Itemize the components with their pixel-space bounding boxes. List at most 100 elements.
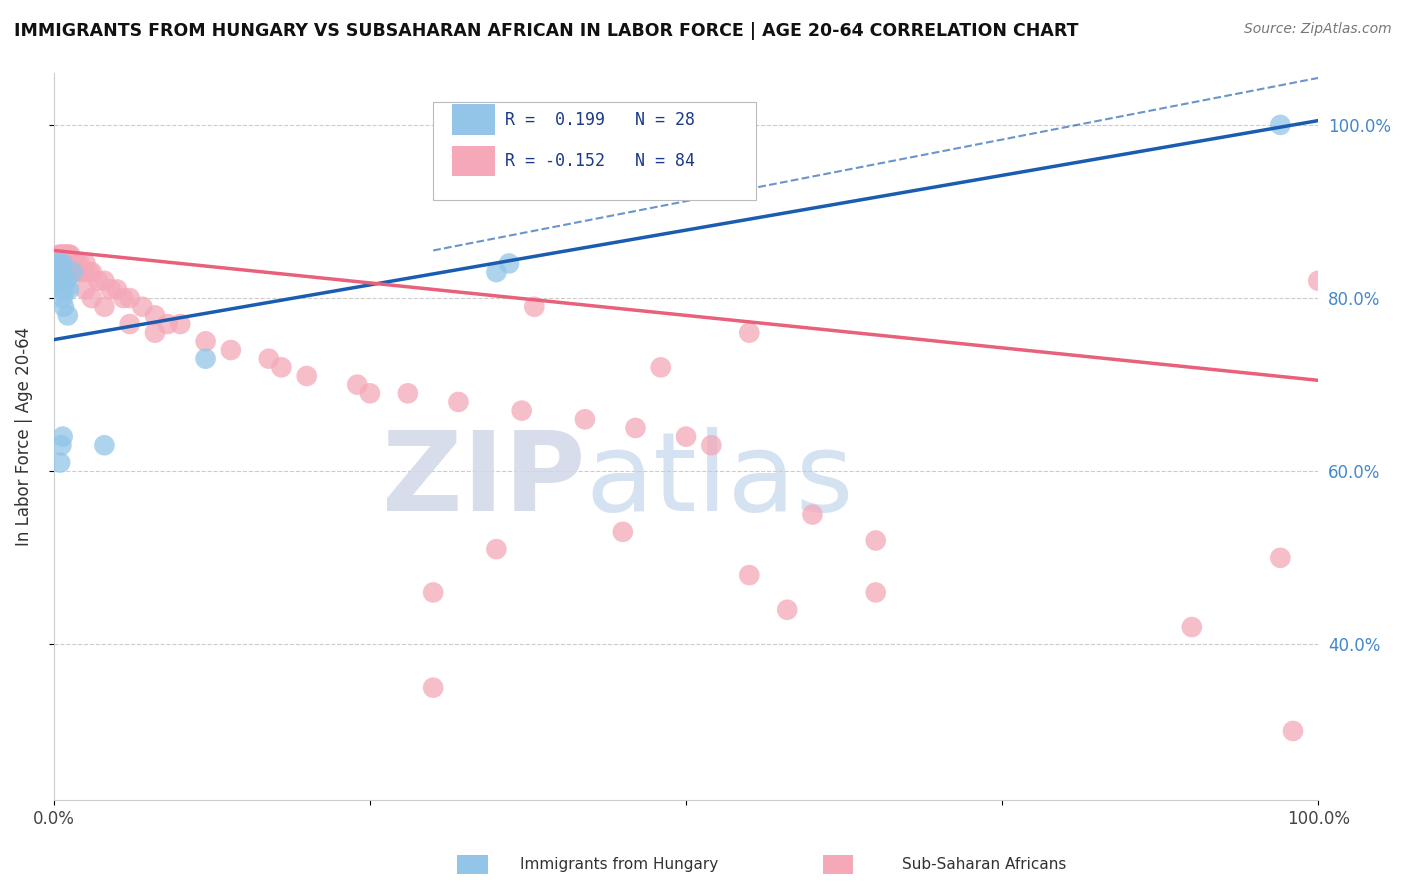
Point [49,265,72,279]
Point [257,351,280,366]
Point [52,248,75,262]
Point [112,291,135,305]
Point [93,300,115,314]
Point [169,317,191,331]
Point [118,317,141,331]
Point [59,248,82,262]
Text: atlas: atlas [585,426,853,533]
Y-axis label: In Labor Force | Age 20-64: In Labor Force | Age 20-64 [15,327,32,546]
Point [118,291,141,305]
FancyBboxPatch shape [433,102,755,200]
Point [52,256,75,270]
Point [219,343,242,357]
Point [624,421,647,435]
Text: IMMIGRANTS FROM HUNGARY VS SUBSAHARAN AFRICAN IN LABOR FORCE | AGE 20-64 CORRELA: IMMIGRANTS FROM HUNGARY VS SUBSAHARAN AF… [14,22,1078,40]
Point [865,533,887,548]
Point [1270,118,1292,132]
Point [80,265,103,279]
Point [52,256,75,270]
Point [51,438,73,452]
Point [52,256,75,270]
Point [46,256,69,270]
Point [62,265,84,279]
Point [93,438,115,452]
Point [70,265,93,279]
Point [51,265,73,279]
Point [53,248,76,262]
FancyBboxPatch shape [453,104,495,135]
Point [75,256,97,270]
Point [574,412,596,426]
Point [55,274,77,288]
Point [66,265,89,279]
Point [58,256,80,270]
Bar [823,855,853,874]
Point [194,334,217,349]
Point [143,309,166,323]
Text: R =  0.199   N = 28: R = 0.199 N = 28 [505,111,695,128]
Point [675,429,697,443]
Point [67,256,90,270]
Point [49,248,72,262]
Point [58,248,80,262]
Point [48,274,70,288]
Text: Immigrants from Hungary: Immigrants from Hungary [519,857,718,872]
Point [523,300,546,314]
Point [143,326,166,340]
Point [422,681,444,695]
Point [53,282,76,296]
Point [52,300,75,314]
Text: Source: ZipAtlas.com: Source: ZipAtlas.com [1244,22,1392,37]
Point [738,326,761,340]
Text: R = -0.152   N = 84: R = -0.152 N = 84 [505,152,695,170]
Point [53,265,76,279]
Point [51,282,73,296]
Point [49,456,72,470]
Point [49,278,72,293]
Point [801,508,824,522]
Point [156,317,179,331]
Point [55,274,77,288]
Point [48,265,70,279]
Point [270,360,292,375]
Point [65,265,87,279]
Point [100,282,122,296]
Point [52,265,75,279]
Point [700,438,723,452]
Point [194,351,217,366]
Text: Sub-Saharan Africans: Sub-Saharan Africans [903,857,1066,872]
Bar [457,855,488,874]
Point [295,369,318,384]
Point [55,248,77,262]
Point [52,274,75,288]
Point [1282,723,1305,738]
Point [447,395,470,409]
Point [485,542,508,557]
Point [52,274,75,288]
Point [422,585,444,599]
Point [865,585,887,599]
Point [87,274,110,288]
Point [58,282,80,296]
Point [46,256,69,270]
Point [77,265,100,279]
Point [80,291,103,305]
Point [75,282,97,296]
Point [46,265,69,279]
Point [359,386,381,401]
Point [56,248,79,262]
Point [396,386,419,401]
Point [510,403,533,417]
Point [48,256,70,270]
Point [56,309,79,323]
Point [49,265,72,279]
Point [131,300,153,314]
Point [48,248,70,262]
Point [65,256,87,270]
Point [55,256,77,270]
Point [612,524,634,539]
Point [105,282,128,296]
Text: ZIP: ZIP [381,426,585,533]
Point [650,360,672,375]
Point [51,248,73,262]
